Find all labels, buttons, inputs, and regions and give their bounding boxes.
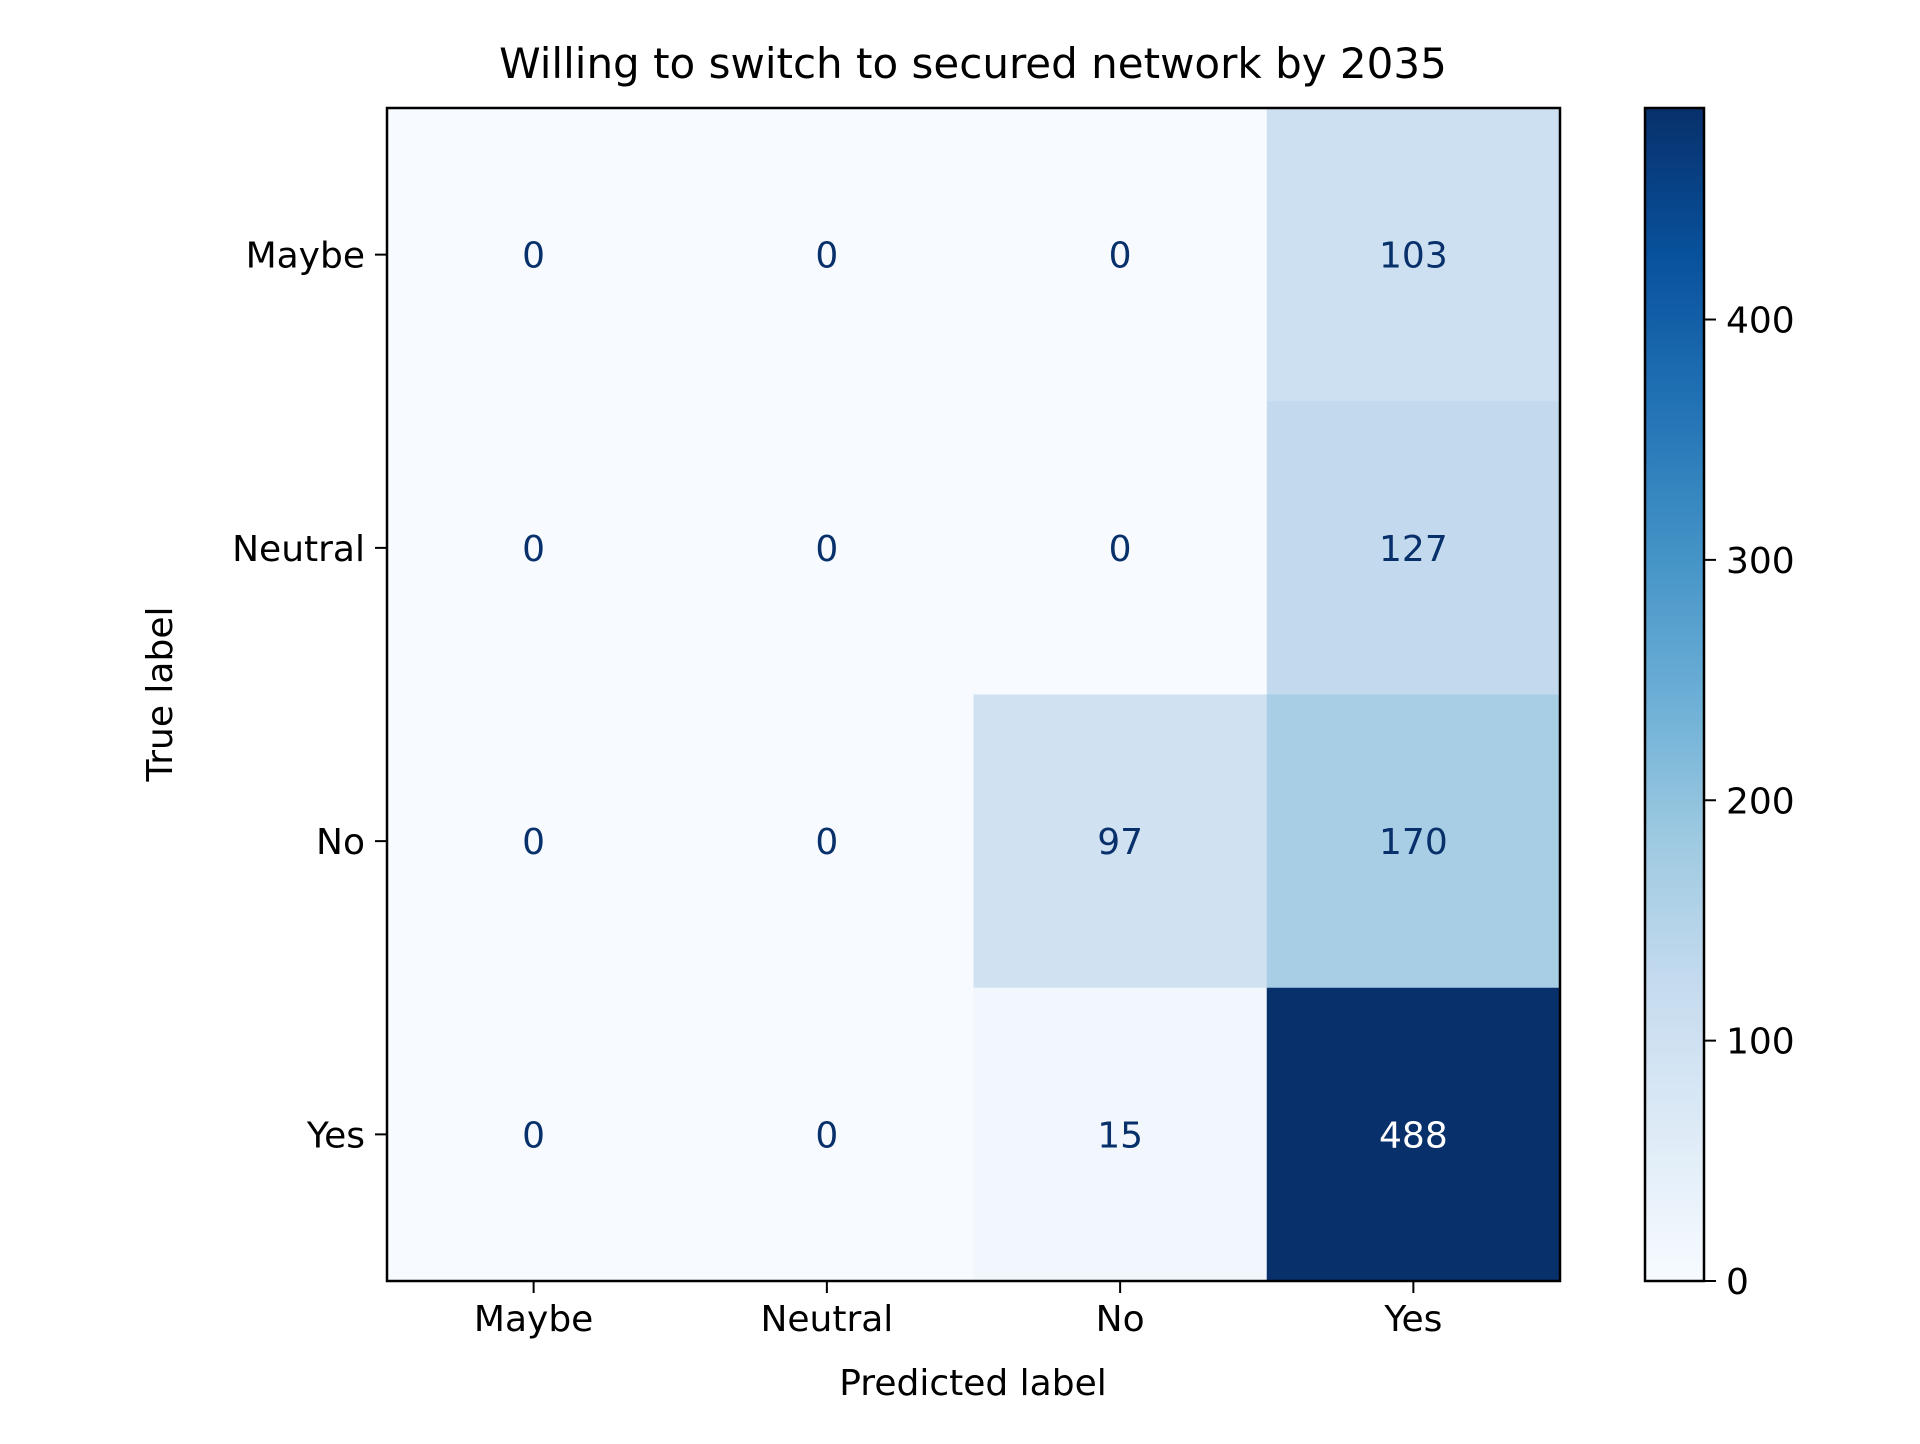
heatmap-cell-2-2	[973, 694, 1268, 989]
y-tick-label: No	[316, 822, 365, 863]
x-tick-label: No	[1096, 1299, 1145, 1340]
cell-value-label: 0	[1109, 529, 1132, 570]
cell-value-label: 0	[522, 822, 545, 863]
heatmap-cell-3-3	[1266, 987, 1561, 1282]
heatmap-cells	[387, 108, 1561, 1282]
colorbar-tick-label: 0	[1726, 1262, 1749, 1303]
cell-value-label: 0	[815, 529, 838, 570]
cell-value-label: 127	[1379, 529, 1448, 570]
heatmap-cell-2-1	[680, 694, 974, 989]
heatmap-cell-3-2	[973, 987, 1268, 1282]
cell-value-label: 0	[522, 1115, 545, 1156]
y-axis-ticks: Maybe Neutral No Yes	[232, 236, 387, 1156]
cell-value-label: 488	[1379, 1115, 1448, 1156]
y-tick-label: Neutral	[232, 529, 365, 570]
heatmap-cell-0-1	[680, 108, 974, 402]
heatmap-cell-3-0	[387, 987, 681, 1282]
colorbar-tick-label: 200	[1726, 781, 1795, 822]
cell-value-label: 170	[1379, 822, 1448, 863]
heatmap-cell-0-3	[1266, 108, 1561, 402]
cell-value-label: 103	[1379, 236, 1448, 277]
heatmap-cell-1-3	[1266, 401, 1561, 695]
y-axis-label: True label	[140, 607, 181, 783]
heatmap-cell-3-1	[680, 987, 974, 1282]
colorbar-ticks: 0 100 200 300 400	[1704, 301, 1795, 1303]
y-tick-label: Maybe	[246, 236, 365, 277]
colorbar-tick-label: 400	[1726, 301, 1795, 342]
x-axis-ticks: Maybe Neutral No Yes	[474, 1281, 1442, 1340]
cell-value-label: 0	[1109, 236, 1132, 277]
cell-value-label: 0	[815, 1115, 838, 1156]
heatmap-cell-1-2	[973, 401, 1268, 695]
x-tick-label: Maybe	[474, 1299, 593, 1340]
cell-value-label: 0	[522, 529, 545, 570]
chart-title: Willing to switch to secured network by …	[499, 39, 1447, 88]
colorbar-tick-label: 300	[1726, 541, 1795, 582]
cell-value-label: 97	[1097, 822, 1143, 863]
heatmap-cell-0-0	[387, 108, 681, 402]
plot-frame	[385, 106, 1562, 1283]
heatmap-cell-2-0	[387, 694, 681, 989]
cell-value-label: 0	[815, 236, 838, 277]
x-tick-label: Neutral	[760, 1299, 893, 1340]
y-tick-label: Yes	[306, 1115, 365, 1156]
heatmap-cell-1-0	[387, 401, 681, 695]
colorbar	[1643, 106, 1706, 1283]
x-axis-label: Predicted label	[839, 1363, 1107, 1404]
heatmap-cell-2-3	[1266, 694, 1561, 989]
x-tick-label: Yes	[1383, 1299, 1442, 1340]
heatmap-cell-0-2	[973, 108, 1268, 402]
cell-value-label: 0	[815, 822, 838, 863]
cell-value-label: 15	[1097, 1115, 1143, 1156]
cell-value-label: 0	[522, 236, 545, 277]
heatmap-cell-labels: 0 0 0 103 0 0 0 127 0 0 97 170 0 0 15 488	[522, 236, 1448, 1157]
colorbar-tick-label: 100	[1726, 1022, 1795, 1063]
heatmap-cell-1-1	[680, 401, 974, 695]
